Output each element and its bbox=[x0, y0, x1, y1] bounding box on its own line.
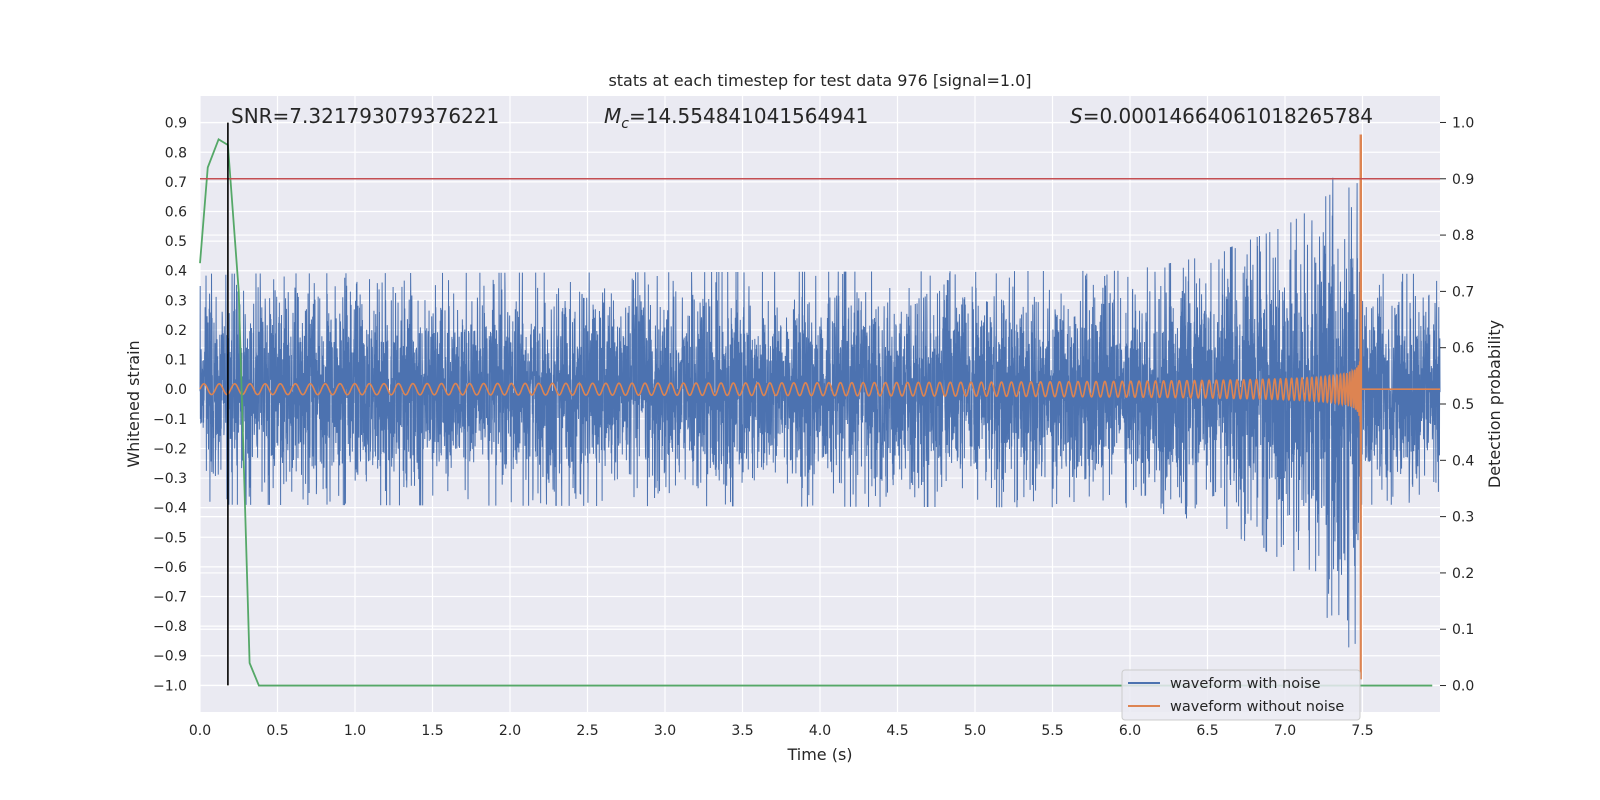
x-tick-label: 2.5 bbox=[576, 723, 598, 739]
y-tick-label-left: −0.8 bbox=[153, 619, 187, 635]
y-tick-label-left: 0.4 bbox=[165, 264, 187, 280]
y-tick-label-right: 0.7 bbox=[1452, 284, 1474, 300]
x-tick-label: 1.0 bbox=[344, 723, 366, 739]
y-tick-label-right: 0.9 bbox=[1452, 172, 1474, 188]
y-tick-label-left: −0.3 bbox=[153, 471, 187, 487]
x-tick-label: 5.5 bbox=[1041, 723, 1063, 739]
series-waveform-without-noise bbox=[199, 134, 1440, 680]
mc-subscript: c bbox=[621, 116, 629, 132]
x-tick-label: 0.5 bbox=[266, 723, 288, 739]
y-tick-label-right: 0.4 bbox=[1452, 453, 1474, 469]
x-axis-label: Time (s) bbox=[786, 745, 852, 764]
noise-trace bbox=[199, 177, 1441, 648]
x-tick-label: 3.0 bbox=[654, 723, 676, 739]
x-tick-label: 6.5 bbox=[1196, 723, 1218, 739]
x-tick-label: 4.5 bbox=[886, 723, 908, 739]
x-tick-label: 0.0 bbox=[189, 723, 211, 739]
x-tick-label: 4.0 bbox=[809, 723, 831, 739]
y-tick-label-right: 0.8 bbox=[1452, 228, 1474, 244]
series-waveform-with-noise bbox=[199, 177, 1441, 648]
mc-symbol: M bbox=[604, 104, 621, 128]
x-tick-label: 6.0 bbox=[1119, 723, 1141, 739]
y-tick-label-left: −0.5 bbox=[153, 530, 187, 546]
x-tick-label: 2.0 bbox=[499, 723, 521, 739]
legend-label-clean: waveform without noise bbox=[1170, 699, 1344, 715]
y-axis-label-right: Detection probability bbox=[1485, 320, 1504, 488]
probability-trace bbox=[199, 138, 1433, 687]
y-tick-label-right: 0.2 bbox=[1452, 566, 1474, 582]
y-tick-label-left: −0.9 bbox=[153, 649, 187, 665]
y-axis-label-left: Whitened strain bbox=[124, 340, 143, 467]
chart-title: stats at each timestep for test data 976… bbox=[608, 71, 1031, 90]
y-tick-label-right: 0.6 bbox=[1452, 341, 1474, 357]
x-tick-label: 7.5 bbox=[1351, 723, 1373, 739]
y-tick-label-left: −1.0 bbox=[153, 678, 187, 694]
clean-trace bbox=[199, 134, 1440, 680]
y-tick-label-right: 0.5 bbox=[1452, 397, 1474, 413]
y-tick-label-left: 0.3 bbox=[165, 293, 187, 309]
y-tick-label-right: 1.0 bbox=[1452, 115, 1474, 131]
x-tick-label: 7.0 bbox=[1274, 723, 1296, 739]
s-symbol: S bbox=[1070, 104, 1083, 128]
x-tick-label: 5.0 bbox=[964, 723, 986, 739]
y-tick-label-left: 0.5 bbox=[165, 234, 187, 250]
legend: waveform with noise waveform without noi… bbox=[1121, 669, 1361, 721]
s-value: =0.00014664061018265784 bbox=[1083, 104, 1373, 128]
y-tick-label-right: 0.1 bbox=[1452, 622, 1474, 638]
y-tick-label-left: 0.1 bbox=[165, 353, 187, 369]
y-tick-label-right: 0.3 bbox=[1452, 510, 1474, 526]
series-detection-probability bbox=[199, 138, 1433, 687]
y-tick-label-left: −0.7 bbox=[153, 590, 187, 606]
mc-value: =14.554841041564941 bbox=[629, 104, 868, 128]
y-tick-label-left: 0.0 bbox=[165, 382, 187, 398]
y-tick-label-left: 0.6 bbox=[165, 205, 187, 221]
s-annotation: S=0.00014664061018265784 bbox=[1070, 104, 1373, 128]
legend-label-noise: waveform with noise bbox=[1170, 676, 1321, 692]
y-tick-label-left: 0.7 bbox=[165, 175, 187, 191]
snr-annotation: SNR=7.321793079376221 bbox=[231, 104, 499, 128]
mc-annotation: Mc=14.554841041564941 bbox=[604, 104, 868, 132]
x-tick-label: 1.5 bbox=[421, 723, 443, 739]
y-tick-label-left: −0.2 bbox=[153, 441, 187, 457]
y-tick-label-left: −0.6 bbox=[153, 560, 187, 576]
y-tick-label-left: 0.2 bbox=[165, 323, 187, 339]
y-tick-label-left: −0.4 bbox=[153, 501, 187, 517]
y-tick-label-left: −0.1 bbox=[153, 412, 187, 428]
x-tick-label: 3.5 bbox=[731, 723, 753, 739]
tick-labels: 0.0 0.5 1.0 1.5 2.0 2.5 3.0 3.5 4.0 4.5 5.0 5.5 6.0 6… bbox=[153, 115, 1474, 739]
legend-box bbox=[1121, 669, 1361, 721]
y-tick-label-left: 0.9 bbox=[165, 116, 187, 132]
y-tick-label-right: 0.0 bbox=[1452, 679, 1474, 695]
y-tick-label-left: 0.8 bbox=[165, 145, 187, 161]
